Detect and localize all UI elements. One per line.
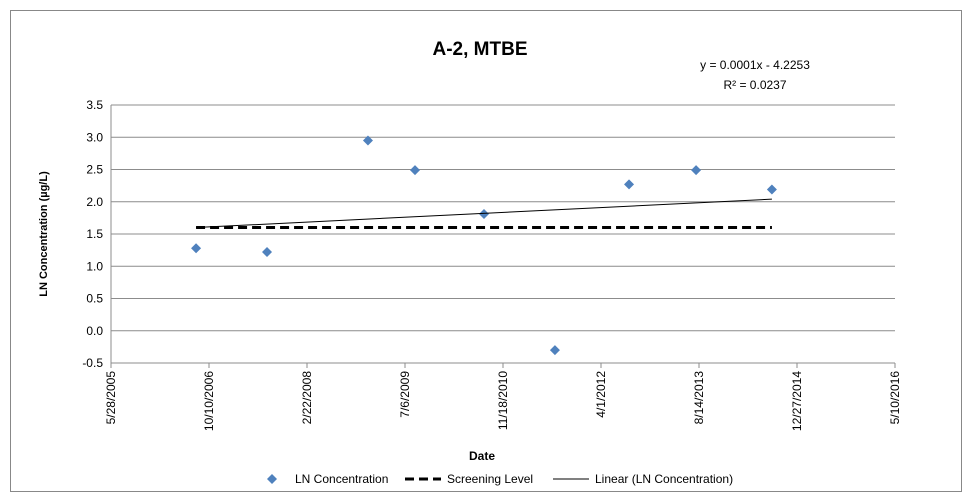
y-tick-label: 1.5 [86, 227, 103, 241]
y-tick-label: 0.5 [86, 292, 103, 306]
y-tick-label: -0.5 [82, 356, 103, 370]
x-tick-label: 2/22/2008 [300, 371, 314, 425]
x-tick-label: 11/18/2010 [496, 371, 510, 430]
chart-title: A-2, MTBE [433, 39, 528, 60]
legend-label: LN Concentration [295, 472, 388, 486]
y-tick-label: 3.0 [86, 130, 103, 144]
data-point [478, 209, 489, 220]
data-point [549, 345, 560, 356]
data-point [624, 179, 635, 190]
x-tick-label: 10/10/2006 [202, 371, 216, 431]
y-tick-label: 2.5 [86, 163, 103, 177]
x-tick-label: 4/1/2012 [594, 371, 608, 418]
chart-border [10, 10, 962, 492]
x-tick-label: 5/28/2005 [104, 371, 118, 425]
x-axis-title: Date [469, 449, 495, 463]
legend-label: Screening Level [447, 472, 533, 486]
y-tick-label: 3.5 [86, 98, 103, 112]
trend-r2: R² = 0.0237 [723, 78, 786, 92]
data-point [362, 135, 373, 146]
y-tick-label: 2.0 [86, 195, 103, 209]
data-point [691, 165, 702, 176]
data-point [766, 184, 777, 195]
x-tick-label: 5/10/2016 [888, 371, 902, 425]
x-tick-label: 8/14/2013 [692, 371, 706, 425]
trend-equation: y = 0.0001x - 4.2253 [700, 58, 810, 72]
legend-label: Linear (LN Concentration) [595, 472, 733, 486]
x-tick-label: 12/27/2014 [790, 371, 804, 431]
data-point [409, 165, 420, 176]
data-point [191, 243, 202, 254]
trend-line [196, 198, 772, 229]
legend-marker [267, 474, 277, 484]
x-tick-label: 7/6/2009 [398, 371, 412, 418]
y-tick-label: 1.0 [86, 259, 103, 273]
y-axis-title: LN Concentration (µg/L) [38, 171, 50, 297]
y-tick-label: 0.0 [86, 324, 103, 338]
data-point [262, 247, 273, 258]
